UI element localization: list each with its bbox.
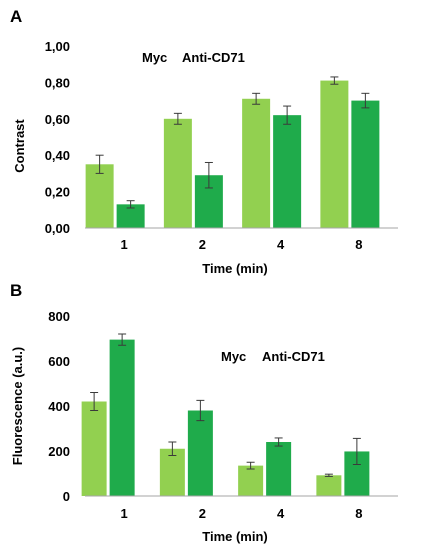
panel-b-bar-myc <box>316 475 342 496</box>
panel-b-bar-cd71 <box>109 339 135 496</box>
panel-a-legend-myc: Myc <box>142 50 167 65</box>
panel-a-error-bar <box>330 76 339 85</box>
panel-b-x-axis-label: Time (min) <box>202 529 268 544</box>
panel-b-error-bar <box>90 392 99 411</box>
panel-a-y-axis-label: Contrast <box>12 119 27 173</box>
panel-b-x-tick-label: 1 <box>121 506 128 521</box>
panel-b-x-tick-label: 4 <box>277 506 285 521</box>
panel-a-x-axis-label: Time (min) <box>202 261 268 276</box>
panel-b-bars <box>81 339 370 496</box>
panel-b-error-bar <box>352 437 361 465</box>
panel-a-x-tick-label: 2 <box>199 237 206 252</box>
panel-b-x-tick-label: 2 <box>199 506 206 521</box>
panel-a-error-bar <box>173 112 182 125</box>
panel-a-bar-myc <box>242 98 271 228</box>
panel-b-chart: B Fluorescence (a.u.) Time (min) 0 200 400… <box>10 281 398 544</box>
panel-a-error-bar <box>361 92 370 109</box>
panel-a-bar-myc <box>320 80 349 228</box>
panel-a-x-tick-label: 4 <box>277 237 285 252</box>
panel-b-y-tick-label: 800 <box>48 309 70 324</box>
panel-b-bar-myc <box>159 448 185 496</box>
panel-a-y-tick-label: 0,00 <box>45 221 70 236</box>
panel-b-error-bar <box>324 473 333 477</box>
panel-b-error-bar <box>168 441 177 456</box>
panel-a-x-tick-label: 8 <box>355 237 362 252</box>
panel-b-y-tick-label: 0 <box>63 489 70 504</box>
panel-a-letter: A <box>10 7 22 26</box>
panel-a-error-bar <box>252 92 261 105</box>
panel-b-x-tick-label: 8 <box>355 506 362 521</box>
panel-b-y-tick-label: 200 <box>48 444 70 459</box>
panel-b-error-bar <box>246 461 255 470</box>
panel-a-bars <box>85 80 380 228</box>
panel-a-bar-cd71 <box>273 115 302 228</box>
panel-a-error-bar <box>95 154 104 174</box>
panel-a-bar-cd71 <box>116 204 145 228</box>
panel-a-error-bar <box>283 105 292 125</box>
panel-a-legend: Myc Anti-CD71 <box>142 50 245 65</box>
panel-a-x-ticks: 1 2 4 8 <box>121 237 363 252</box>
panel-b-legend-myc: Myc <box>221 349 246 364</box>
panel-b-legend-anti-cd71: Anti-CD71 <box>262 349 325 364</box>
panel-a-error-bar <box>204 161 213 189</box>
panel-a-y-ticks: 0,00 0,20 0,40 0,60 0,80 1,00 <box>45 39 70 236</box>
panel-a-bar-myc <box>163 118 192 228</box>
panel-a-bar-cd71 <box>351 100 380 228</box>
panel-a-error-bar <box>126 200 135 209</box>
panel-a-chart: A Contrast Time (min) 0,000,200,400,600,… <box>10 7 398 276</box>
panel-b-bar-myc <box>81 401 107 496</box>
panel-b-bar-cd71 <box>187 410 213 496</box>
panel-b-bar-cd71 <box>266 442 292 496</box>
panel-b-error-bars <box>90 333 361 477</box>
panel-a-legend-anti-cd71: Anti-CD71 <box>182 50 245 65</box>
panel-a-bar-myc <box>85 164 114 228</box>
panel-a-y-tick-label: 0,60 <box>45 112 70 127</box>
panel-a-y-tick-label: 0,20 <box>45 185 70 200</box>
panel-a-y-tick-label: 0,80 <box>45 75 70 90</box>
panel-b-y-axis-label: Fluorescence (a.u.) <box>10 347 25 465</box>
panel-b-y-tick-label: 400 <box>48 399 70 414</box>
panel-b-bar-myc <box>238 465 264 496</box>
panel-b-x-ticks: 1 2 4 8 <box>121 506 363 521</box>
panel-a-y-tick-label: 0,40 <box>45 148 70 163</box>
panel-b-letter: B <box>10 281 22 300</box>
panel-a-error-bars <box>95 76 370 209</box>
panel-b-y-tick-label: 600 <box>48 354 70 369</box>
panel-b-error-bar <box>274 437 283 447</box>
panel-a-x-tick-label: 1 <box>121 237 128 252</box>
panel-b-legend: Myc Anti-CD71 <box>221 349 325 364</box>
panel-b-error-bar <box>118 333 127 346</box>
panel-b-error-bar <box>196 399 205 422</box>
panel-a-y-tick-label: 1,00 <box>45 39 70 54</box>
panel-b-y-ticks: 0 200 400 600 800 <box>48 309 70 504</box>
